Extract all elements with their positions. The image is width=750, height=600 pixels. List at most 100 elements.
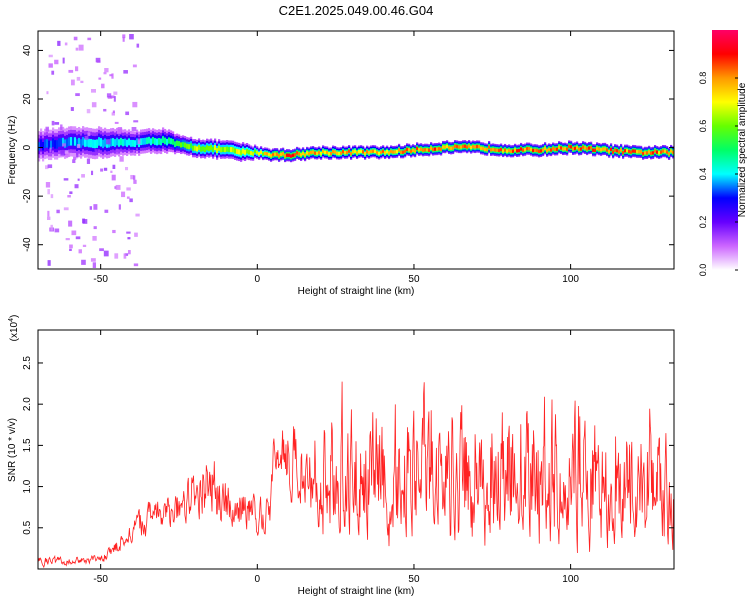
spectrogram-band-3: [640, 150, 643, 154]
spectrogram-band-3: [450, 146, 453, 150]
spectrogram-band-3: [320, 151, 323, 156]
spectrogram-noise: [45, 165, 49, 170]
spectrogram-marks: [38, 33, 674, 268]
spectrogram-band-3: [504, 148, 507, 152]
spectrogram-band-3: [246, 148, 249, 154]
spectrogram-noise: [131, 126, 137, 132]
spectrogram-noise: [45, 182, 51, 188]
spectrogram-band-3: [414, 149, 417, 153]
spectrogram-band-3: [324, 150, 327, 155]
spectrogram-band-3: [124, 138, 127, 146]
spectrogram-band-3: [642, 151, 645, 156]
spectrogram-noise: [127, 237, 131, 240]
spectrogram-noise: [124, 166, 129, 171]
spectrogram-noise: [101, 83, 105, 89]
spectrogram-y-tick-label: -40: [22, 237, 33, 252]
spectrogram-band-3: [270, 154, 273, 158]
spectrogram-noise: [104, 67, 109, 73]
spectrogram-band-3: [424, 148, 427, 152]
spectrogram-band-3: [650, 151, 653, 155]
spectrogram-band-3: [522, 148, 525, 152]
spectrogram-band-3: [448, 146, 451, 150]
spectrogram-noise: [75, 47, 79, 51]
spectrogram-noise: [68, 126, 72, 130]
spectrogram-band-3: [440, 147, 443, 152]
spectrogram-band-3: [52, 138, 55, 147]
snr-multiplier-close: ): [9, 315, 20, 318]
spectrogram-band-3: [370, 149, 373, 154]
colorbar-tick-label: 0.6: [698, 120, 708, 133]
spectrogram-band-3: [158, 137, 161, 145]
spectrogram-band-3: [428, 148, 431, 152]
figure-title: C2E1.2025.049.00.46.G04: [279, 3, 434, 18]
spectrogram-band-3: [236, 148, 239, 155]
spectrogram-band-3: [58, 138, 61, 147]
spectrogram-band-3: [356, 151, 359, 155]
spectrogram-band-3: [408, 148, 411, 152]
spectrogram-band-3: [576, 145, 579, 150]
spectrogram-noise: [78, 249, 82, 254]
spectrogram-band-3: [564, 147, 567, 151]
spectrogram-band-3: [192, 145, 195, 151]
spectrogram-band-3: [284, 154, 287, 158]
spectrogram-noise: [49, 147, 52, 153]
spectrogram-noise: [63, 207, 69, 211]
spectrogram-noise: [106, 139, 111, 145]
snr-x-tick-label: -50: [93, 574, 108, 585]
spectrogram-band-3: [372, 149, 375, 153]
spectrogram-noise: [86, 158, 91, 164]
spectrogram-band-3: [264, 151, 267, 156]
spectrogram-band-3: [548, 147, 551, 152]
spectrogram-band-3: [546, 148, 549, 153]
spectrogram-noise: [47, 188, 50, 195]
spectrogram-noise: [70, 107, 74, 111]
spectrogram-noise: [56, 209, 60, 214]
spectrogram-band-3: [584, 146, 587, 150]
spectrogram-band-3: [544, 146, 547, 150]
spectrogram-band-3: [194, 145, 197, 151]
spectrogram-band-3: [472, 144, 475, 149]
spectrogram-noise: [110, 170, 113, 173]
spectrogram-noise: [47, 210, 50, 217]
colorbar-tick-label: 0.0: [698, 264, 708, 277]
spectrogram-band-3: [172, 138, 175, 145]
spectrogram-band-3: [102, 139, 105, 149]
spectrogram-band-3: [518, 148, 521, 153]
snr-multiplier: (x104): [8, 315, 20, 342]
spectrogram-x-label: Height of straight line (km): [298, 286, 415, 297]
spectrogram-noise: [86, 109, 91, 114]
spectrogram-noise: [103, 167, 108, 171]
spectrogram-band-3: [494, 148, 497, 152]
colorbar: 0.0 0.2 0.4 0.6 0.8 Normalized spectral ampl…: [698, 30, 748, 276]
spectrogram-band-3: [184, 142, 187, 148]
spectrogram-band-3: [672, 150, 674, 155]
spectrogram-noise: [72, 159, 76, 164]
spectrogram-noise: [74, 184, 79, 189]
spectrogram-band-3: [130, 139, 133, 147]
spectrogram-band-3: [604, 147, 607, 151]
spectrogram-band-3: [100, 138, 103, 147]
spectrogram-band-3: [534, 148, 537, 152]
spectrogram-frame: [37, 30, 675, 270]
spectrogram-noise: [93, 226, 97, 230]
spectrogram-band-3: [660, 150, 663, 154]
spectrogram-y-tick-label: 20: [22, 93, 33, 105]
snr-y-ticks: 0.5 1.0 1.5 2.0 2.5: [22, 356, 674, 535]
snr-x-ticks: -50 0 50 100: [93, 330, 579, 585]
spectrogram-band-3: [506, 149, 509, 153]
spectrogram-band-3: [628, 149, 631, 154]
spectrogram-band-3: [42, 142, 45, 151]
spectrogram-band-3: [594, 148, 597, 153]
spectrogram-band-3: [190, 143, 193, 149]
spectrogram-band-3: [574, 146, 577, 151]
spectrogram-band-3: [652, 151, 655, 155]
spectrogram-band-3: [176, 140, 179, 146]
spectrogram-band-3: [90, 138, 93, 148]
spectrogram-band-3: [662, 149, 665, 153]
spectrogram-noise: [125, 111, 130, 116]
spectrogram-band-3: [390, 149, 393, 154]
spectrogram-band-3: [470, 145, 473, 150]
spectrogram-band-3: [398, 148, 401, 152]
spectrogram-band-3: [212, 147, 215, 153]
spectrogram-band-3: [432, 147, 435, 152]
